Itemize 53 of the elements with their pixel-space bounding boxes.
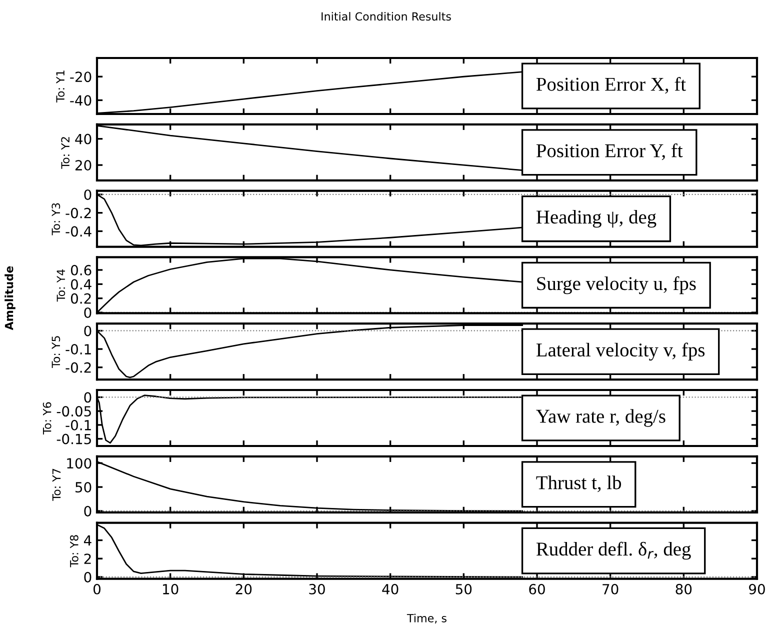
annotation: Position Error X, ft <box>536 76 686 94</box>
y-tick-label: -0.2 <box>66 362 91 373</box>
x-tick-label: 10 <box>163 584 178 594</box>
y-tick-label: -0.4 <box>66 226 92 237</box>
y-tick-label: -40 <box>70 95 92 106</box>
text: Amplitude <box>4 266 16 330</box>
y-tick-label: 0 <box>84 572 92 582</box>
y-tick-label: 0 <box>84 392 92 403</box>
y-tick-label: 0.4 <box>70 279 92 290</box>
y-tick-label: 100 <box>67 458 92 469</box>
y-tick-label: 40 <box>75 134 92 144</box>
x-tick-label: 20 <box>236 584 252 594</box>
x-tick-label: 70 <box>602 584 618 594</box>
annotation: Rudder defl. δ$_{r}$, deg <box>536 542 691 560</box>
x-tick-label: 80 <box>676 584 692 594</box>
y-tick-label: -0.1 <box>66 420 91 430</box>
y-tick-label: -0.05 <box>56 406 91 417</box>
x-tick-label: 90 <box>749 584 765 594</box>
y-tick-label: 0.2 <box>70 293 91 304</box>
y-axis-title: To: Y5 <box>52 336 60 368</box>
y-tick-label: -20 <box>70 72 92 82</box>
y-tick-label: -0.1 <box>66 344 91 355</box>
y-tick-label: 0 <box>84 506 92 516</box>
y-axis-title: To: Y7 <box>52 468 61 501</box>
annotation: Yaw rate r, deg/s <box>536 409 666 427</box>
y-tick-label: 50 <box>76 482 92 493</box>
y-tick-label: 0 <box>84 326 92 336</box>
x-tick-label: 30 <box>309 584 325 594</box>
y-axis-title: To: Y4 <box>56 269 66 302</box>
y-tick-label: 0 <box>84 189 92 200</box>
y-tick-label: 20 <box>75 160 92 171</box>
y-axis-title: To: Y2 <box>61 137 70 169</box>
chart-title: Initial Condition Results <box>322 12 451 21</box>
x-tick-label: 40 <box>382 584 398 594</box>
x-tick-label: 60 <box>529 584 545 594</box>
x-tick-label: 0 <box>93 584 100 594</box>
x-axis-title: Time, s <box>406 614 446 624</box>
y-tick-label: -0.2 <box>66 208 91 218</box>
y-tick-label: 4 <box>84 535 92 546</box>
annotation: Position Error Y, ft <box>536 143 683 160</box>
y-tick-label: 2 <box>84 554 91 564</box>
y-axis-title: To: Y3 <box>52 203 60 236</box>
annotation: Thrust t, lb <box>536 476 622 492</box>
y-axis-title: To: Y1 <box>56 70 65 102</box>
x-tick-label: 50 <box>456 584 472 594</box>
y-axis-title: To: Y8 <box>70 535 78 568</box>
y-tick-label: 0 <box>84 307 92 318</box>
annotation: Heading ψ, deg <box>536 210 656 228</box>
y-tick-label: -0.15 <box>56 434 91 444</box>
annotation: Lateral velocity v, fps <box>536 342 705 361</box>
y-tick-label: 0.6 <box>70 264 92 276</box>
annotation: Surge velocity u, fps <box>537 276 696 294</box>
y-axis-title: To: Y6 <box>42 402 52 434</box>
